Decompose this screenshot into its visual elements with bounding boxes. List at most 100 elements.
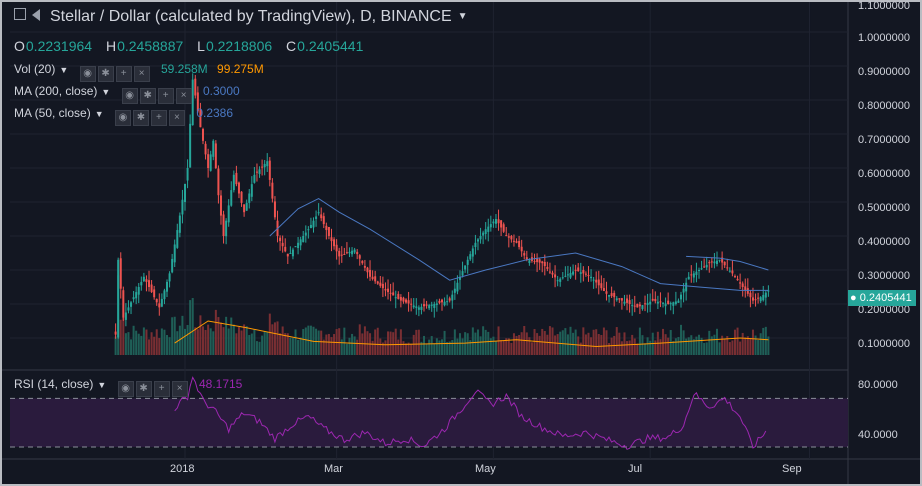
volume-bar	[145, 329, 148, 355]
chevron-down-icon[interactable]: ▼	[94, 109, 104, 119]
gear-icon[interactable]: ✱	[132, 110, 149, 126]
candle-body	[191, 79, 194, 126]
volume-bar	[150, 332, 153, 355]
candle-body	[718, 259, 721, 261]
candle-body	[744, 286, 747, 291]
volume-bar	[250, 333, 253, 355]
volume-bar	[726, 335, 729, 355]
candle-body	[757, 297, 760, 299]
checkbox-icon[interactable]	[14, 8, 26, 20]
gear-icon[interactable]: ✱	[97, 66, 114, 82]
candle-body	[219, 195, 222, 216]
volume-bar	[227, 328, 230, 355]
candle-body	[690, 274, 693, 276]
volume-bar	[153, 336, 156, 355]
eye-icon[interactable]: ◉	[121, 88, 138, 104]
candle-body	[227, 205, 230, 223]
candle-body	[340, 254, 343, 256]
candle-body	[412, 305, 415, 308]
candle-body	[369, 269, 372, 277]
candle-body	[644, 303, 647, 305]
indicator-ma50[interactable]: MA (50, close) ▼ ◉ ✱ + × 0.2386	[14, 106, 233, 126]
candle-body	[176, 230, 179, 248]
volume-bar	[343, 327, 346, 355]
close-icon[interactable]: ×	[171, 381, 188, 397]
volume-bar	[127, 332, 130, 355]
candle-body	[366, 267, 369, 273]
candle-body	[392, 292, 395, 296]
plus-icon[interactable]: +	[153, 381, 170, 397]
candle-body	[248, 193, 251, 203]
eye-icon[interactable]: ◉	[117, 381, 134, 397]
volume-bar	[163, 329, 166, 355]
volume-bar	[286, 333, 289, 355]
volume-bar	[302, 329, 305, 355]
candle-body	[387, 288, 390, 293]
volume-bar	[317, 330, 320, 355]
candle-body	[741, 283, 744, 287]
candle-body	[428, 305, 431, 309]
candle-body	[482, 232, 485, 236]
chevron-down-icon[interactable]: ▼	[457, 11, 468, 22]
volume-bar	[189, 300, 192, 355]
volume-bar	[528, 337, 531, 355]
candle-body	[168, 273, 171, 282]
candle-body	[579, 272, 582, 274]
volume-bar	[245, 326, 248, 355]
candle-body	[315, 216, 318, 219]
candle-body	[685, 282, 688, 292]
plus-icon[interactable]: +	[115, 66, 132, 82]
volume-bar	[407, 342, 410, 355]
candle-body	[654, 298, 657, 302]
close-icon[interactable]: ×	[168, 110, 185, 126]
candle-body	[692, 273, 695, 278]
volume-bar	[438, 340, 441, 355]
indicator-rsi[interactable]: RSI (14, close) ▼ ◉ ✱ + × 48.1715	[14, 377, 242, 397]
close-icon[interactable]: ×	[175, 88, 192, 104]
indicator-rsi-value: 48.1715	[198, 377, 243, 391]
flag-icon[interactable]	[32, 9, 40, 21]
volume-bar	[441, 339, 443, 355]
gear-icon[interactable]: ✱	[139, 88, 156, 104]
indicator-rsi-label[interactable]: RSI (14, close)	[14, 377, 94, 391]
volume-bar	[636, 343, 639, 355]
volume-bar	[412, 334, 415, 355]
indicator-ma200-label[interactable]: MA (200, close)	[14, 84, 98, 98]
symbol-title[interactable]: Stellar / Dollar (calculated by TradingV…	[50, 8, 452, 25]
volume-bar	[338, 328, 341, 355]
chevron-down-icon[interactable]: ▼	[97, 380, 107, 390]
volume-bar	[225, 316, 228, 355]
plus-icon[interactable]: +	[157, 88, 174, 104]
volume-bar	[258, 341, 261, 355]
eye-icon[interactable]: ◉	[114, 110, 131, 126]
indicator-vol[interactable]: Vol (20) ▼ ◉ ✱ + × 59.258M 99.275M	[14, 62, 264, 82]
volume-bar	[749, 338, 752, 355]
candle-body	[124, 312, 127, 320]
eye-icon[interactable]: ◉	[79, 66, 96, 82]
indicator-ma200[interactable]: MA (200, close) ▼ ◉ ✱ + × 0.3000	[14, 84, 240, 104]
volume-bar	[358, 324, 361, 355]
chevron-down-icon[interactable]: ▼	[59, 65, 69, 75]
volume-bar	[248, 335, 251, 355]
volume-bar	[232, 324, 235, 355]
gear-icon[interactable]: ✱	[135, 381, 152, 397]
current-price: 0.2405441	[859, 292, 912, 304]
candle-body	[217, 168, 220, 196]
chevron-down-icon[interactable]: ▼	[101, 87, 111, 97]
volume-bar	[122, 317, 125, 355]
plus-icon[interactable]: +	[150, 110, 167, 126]
candle-body	[443, 301, 446, 306]
candle-body	[762, 294, 765, 301]
volume-bar	[561, 330, 564, 355]
indicator-vol-label[interactable]: Vol (20)	[14, 62, 56, 76]
indicator-ma50-label[interactable]: MA (50, close)	[14, 106, 91, 120]
volume-bar	[374, 329, 377, 355]
candle-body	[363, 265, 366, 268]
candle-body	[194, 78, 197, 96]
candle-body	[417, 307, 420, 310]
low-value: 0.2218806	[205, 38, 273, 54]
volume-bar	[119, 319, 122, 355]
close-icon[interactable]: ×	[133, 66, 150, 82]
volume-bar	[620, 341, 623, 355]
